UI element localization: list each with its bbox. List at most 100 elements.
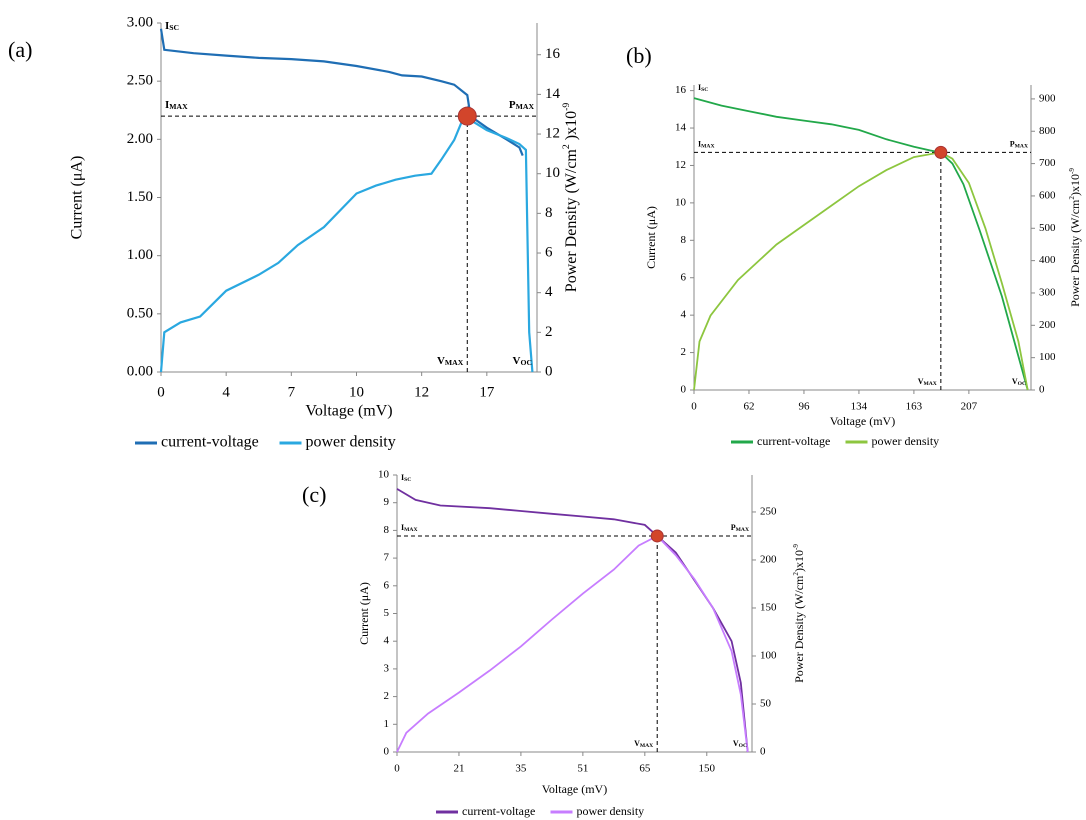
- y2-tick-label: 6: [545, 244, 553, 260]
- y-tick-label: 12: [675, 159, 686, 171]
- y2-tick-label: 50: [760, 698, 772, 710]
- y-tick-label: 8: [681, 234, 687, 246]
- x-tick-label: 207: [961, 401, 978, 413]
- y-tick-label: 10: [378, 469, 390, 481]
- legend-label: power density: [872, 434, 940, 448]
- x-tick-label: 163: [906, 401, 923, 413]
- annotation-sub: OC: [1018, 381, 1026, 387]
- y-axis-label: Current (μA): [644, 206, 658, 269]
- x-tick-label: 17: [479, 384, 495, 400]
- chart-panel: (a)0.000.501.001.502.002.503.00024681012…: [8, 14, 580, 450]
- y2-tick-label: 0: [760, 746, 766, 758]
- x-axis-label: Voltage (mV): [305, 403, 392, 420]
- x-tick-label: 7: [288, 384, 296, 400]
- y2-tick-label: 500: [1039, 222, 1056, 234]
- x-tick-label: 150: [699, 763, 716, 775]
- x-tick-label: 51: [577, 763, 588, 775]
- series-line: [397, 489, 748, 752]
- y2-tick-label: 14: [545, 86, 561, 102]
- annotation-sub: MAX: [701, 144, 714, 150]
- legend-label: current-voltage: [462, 804, 535, 818]
- y2-tick-label: 12: [545, 125, 560, 141]
- y2-axis-label-part: Power Density (W/cm: [792, 575, 806, 683]
- legend-label: current-voltage: [757, 434, 830, 448]
- y2-tick-label: 600: [1039, 189, 1056, 201]
- y-tick-label: 16: [675, 84, 687, 96]
- annotation: IMAX: [165, 99, 188, 111]
- annotation-sub: MAX: [404, 527, 417, 533]
- chart-panel: (b)0246810121416010020030040050060070080…: [626, 43, 1082, 448]
- annotation-sub: SC: [404, 477, 411, 483]
- x-tick-label: 0: [394, 763, 400, 775]
- panel-label: (b): [626, 43, 652, 68]
- x-tick-label: 4: [222, 384, 230, 400]
- y-tick-label: 6: [681, 271, 687, 283]
- annotation: ISC: [698, 83, 708, 93]
- annotation-sub: MAX: [1015, 144, 1028, 150]
- y-tick-label: 0: [384, 746, 390, 758]
- y-tick-label: 4: [681, 309, 687, 321]
- annotation: VOC: [733, 739, 747, 749]
- annotation-sub: MAX: [169, 102, 188, 111]
- annotation: PMAX: [1010, 139, 1028, 149]
- annotation-main: V: [437, 355, 445, 367]
- y2-tick-label: 10: [545, 165, 560, 181]
- annotation-sub: OC: [520, 358, 532, 367]
- y2-axis-label-part: Power Density (W/cm: [563, 149, 580, 293]
- panel-label: (c): [302, 482, 326, 507]
- y2-axis-label-part: )x10: [792, 550, 806, 572]
- y-tick-label: 2: [384, 690, 390, 702]
- y-axis-label: Current (μA): [69, 156, 86, 240]
- y2-axis-label-part: )x10: [1068, 174, 1082, 196]
- y-tick-label: 0.00: [127, 363, 153, 379]
- max-point: [935, 146, 947, 158]
- x-tick-label: 65: [639, 763, 651, 775]
- x-tick-label: 134: [851, 401, 868, 413]
- y-tick-label: 2: [681, 346, 687, 358]
- annotation-sub: MAX: [736, 527, 749, 533]
- y2-tick-label: 8: [545, 205, 553, 221]
- series-line: [161, 108, 532, 372]
- annotation-sub: OC: [739, 743, 747, 749]
- y-tick-label: 3: [384, 662, 390, 674]
- x-tick-label: 0: [157, 384, 165, 400]
- y2-tick-label: 150: [760, 602, 777, 614]
- series-line: [694, 98, 1028, 390]
- x-tick-label: 35: [515, 763, 527, 775]
- panel-label: (a): [8, 37, 32, 62]
- y2-tick-label: 100: [1039, 351, 1056, 363]
- y2-axis-label-part: Power Density (W/cm: [1068, 199, 1082, 307]
- annotation-sub: SC: [701, 87, 708, 93]
- annotation-sub: MAX: [923, 381, 936, 387]
- y-tick-label: 8: [384, 524, 390, 536]
- y-tick-label: 6: [384, 579, 390, 591]
- annotation: IMAX: [401, 523, 417, 533]
- x-tick-label: 96: [798, 401, 810, 413]
- legend-label: power density: [306, 434, 396, 451]
- annotation-sub: MAX: [445, 358, 464, 367]
- y-tick-label: 1.50: [127, 189, 153, 205]
- figure: (a)0.000.501.001.502.002.503.00024681012…: [0, 0, 1086, 820]
- y2-tick-label: 250: [760, 505, 777, 517]
- y-tick-label: 5: [384, 607, 390, 619]
- series-line: [161, 29, 523, 156]
- annotation: VMAX: [437, 355, 464, 367]
- annotation: VMAX: [918, 377, 937, 387]
- y-tick-label: 1.00: [127, 247, 153, 263]
- y2-axis-label-part: -9: [561, 103, 572, 111]
- series-line: [694, 152, 1028, 390]
- annotation: IMAX: [698, 139, 714, 149]
- y2-axis-label-part: )x10: [563, 111, 580, 144]
- y2-tick-label: 200: [1039, 319, 1056, 331]
- y-tick-label: 7: [384, 552, 390, 564]
- annotation: ISC: [401, 473, 411, 483]
- annotation: ISC: [165, 20, 179, 32]
- max-point: [458, 107, 476, 125]
- x-tick-label: 62: [743, 401, 754, 413]
- annotation-main: V: [513, 355, 521, 367]
- y2-tick-label: 900: [1039, 92, 1056, 104]
- y-tick-label: 4: [384, 635, 390, 647]
- y2-tick-label: 0: [545, 363, 553, 379]
- y-tick-label: 2.50: [127, 73, 153, 89]
